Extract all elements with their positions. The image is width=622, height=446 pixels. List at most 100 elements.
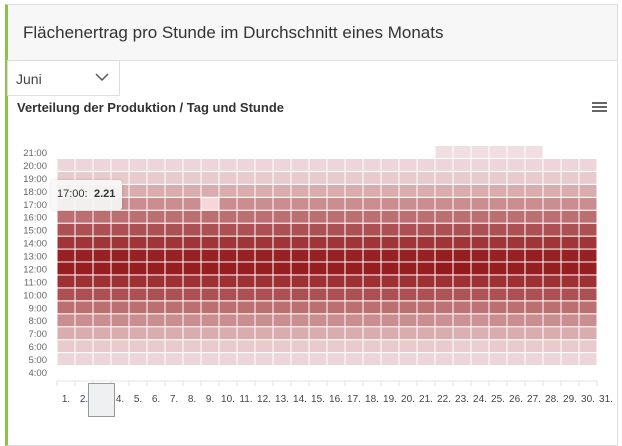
- heatmap-cell[interactable]: [128, 157, 148, 172]
- heatmap-cell[interactable]: [470, 313, 490, 328]
- heatmap-cell[interactable]: [524, 157, 544, 172]
- heatmap-cell[interactable]: [290, 326, 310, 341]
- heatmap-cell[interactable]: [254, 222, 274, 237]
- heatmap-cell[interactable]: [398, 339, 418, 354]
- heatmap-cell[interactable]: [218, 235, 238, 250]
- heatmap-cell[interactable]: [398, 196, 418, 211]
- heatmap-cell[interactable]: [92, 157, 112, 172]
- heatmap-cell[interactable]: [434, 274, 454, 289]
- heatmap-cell[interactable]: [164, 313, 184, 328]
- heatmap-cell[interactable]: [308, 313, 328, 328]
- heatmap-cell[interactable]: [344, 222, 364, 237]
- heatmap-cell[interactable]: [542, 235, 562, 250]
- heatmap-cell[interactable]: [110, 209, 130, 224]
- heatmap-cell[interactable]: [164, 170, 184, 185]
- heatmap-cell[interactable]: [272, 300, 292, 315]
- heatmap-cell[interactable]: [254, 326, 274, 341]
- heatmap-cell[interactable]: [218, 209, 238, 224]
- heatmap-cell[interactable]: [470, 183, 490, 198]
- heatmap-cell[interactable]: [524, 274, 544, 289]
- heatmap-cell[interactable]: [344, 209, 364, 224]
- heatmap-cell[interactable]: [326, 248, 346, 263]
- heatmap-cell[interactable]: [146, 287, 166, 302]
- heatmap-cell[interactable]: [74, 326, 94, 341]
- heatmap-cell[interactable]: [380, 326, 400, 341]
- heatmap-cell[interactable]: [434, 339, 454, 354]
- heatmap-cell[interactable]: [326, 300, 346, 315]
- heatmap-cell[interactable]: [560, 222, 580, 237]
- heatmap-cell[interactable]: [542, 339, 562, 354]
- heatmap-cell[interactable]: [470, 196, 490, 211]
- heatmap-cell[interactable]: [254, 300, 274, 315]
- heatmap-cell[interactable]: [182, 222, 202, 237]
- heatmap-cell[interactable]: [308, 261, 328, 276]
- heatmap-cell[interactable]: [470, 274, 490, 289]
- heatmap-cell[interactable]: [254, 170, 274, 185]
- heatmap-cell[interactable]: [344, 235, 364, 250]
- heatmap-cell[interactable]: [74, 261, 94, 276]
- heatmap-cell[interactable]: [56, 157, 76, 172]
- heatmap-cell[interactable]: [524, 248, 544, 263]
- heatmap-cell[interactable]: [200, 183, 220, 198]
- heatmap-cell[interactable]: [452, 145, 472, 159]
- heatmap-cell[interactable]: [56, 235, 76, 250]
- heatmap-cell[interactable]: [326, 183, 346, 198]
- heatmap-cell[interactable]: [524, 209, 544, 224]
- heatmap-cell[interactable]: [416, 222, 436, 237]
- heatmap-cell[interactable]: [488, 261, 508, 276]
- heatmap-cell[interactable]: [146, 170, 166, 185]
- heatmap-cell[interactable]: [128, 183, 148, 198]
- heatmap-cell[interactable]: [326, 196, 346, 211]
- heatmap-cell[interactable]: [92, 352, 112, 367]
- heatmap-cell[interactable]: [362, 339, 382, 354]
- heatmap-cell[interactable]: [488, 287, 508, 302]
- heatmap-cell[interactable]: [398, 248, 418, 263]
- heatmap-cell[interactable]: [308, 222, 328, 237]
- heatmap-cell[interactable]: [398, 222, 418, 237]
- heatmap-cell[interactable]: [254, 313, 274, 328]
- heatmap-cell[interactable]: [560, 170, 580, 185]
- heatmap-cell[interactable]: [110, 287, 130, 302]
- heatmap-cell[interactable]: [218, 274, 238, 289]
- heatmap-cell[interactable]: [398, 261, 418, 276]
- heatmap-cell[interactable]: [74, 274, 94, 289]
- heatmap-cell[interactable]: [254, 248, 274, 263]
- heatmap-cell[interactable]: [470, 339, 490, 354]
- heatmap-cell[interactable]: [56, 222, 76, 237]
- heatmap-cell[interactable]: [110, 274, 130, 289]
- heatmap-cell[interactable]: [452, 196, 472, 211]
- heatmap-cell[interactable]: [416, 326, 436, 341]
- heatmap-cell[interactable]: [524, 222, 544, 237]
- heatmap-cell[interactable]: [236, 313, 256, 328]
- heatmap-cell[interactable]: [452, 274, 472, 289]
- heatmap-cell[interactable]: [74, 209, 94, 224]
- heatmap-cell[interactable]: [146, 261, 166, 276]
- heatmap-cell[interactable]: [56, 287, 76, 302]
- heatmap-cell[interactable]: [344, 261, 364, 276]
- heatmap-cell[interactable]: [578, 313, 598, 328]
- heatmap-cell[interactable]: [290, 339, 310, 354]
- heatmap-cell[interactable]: [542, 248, 562, 263]
- heatmap-cell[interactable]: [488, 235, 508, 250]
- heatmap-cell[interactable]: [578, 326, 598, 341]
- heatmap-cell[interactable]: [524, 183, 544, 198]
- heatmap-cell[interactable]: [488, 313, 508, 328]
- heatmap-cell[interactable]: [290, 313, 310, 328]
- heatmap-cell[interactable]: [182, 196, 202, 211]
- heatmap-cell[interactable]: [578, 209, 598, 224]
- heatmap-cell[interactable]: [272, 235, 292, 250]
- heatmap-cell[interactable]: [290, 235, 310, 250]
- heatmap-cell[interactable]: [506, 196, 526, 211]
- heatmap-cell[interactable]: [164, 339, 184, 354]
- heatmap-cell[interactable]: [254, 235, 274, 250]
- heatmap-cell[interactable]: [218, 339, 238, 354]
- heatmap-cell[interactable]: [182, 235, 202, 250]
- heatmap-cell[interactable]: [434, 235, 454, 250]
- heatmap-cell[interactable]: [92, 248, 112, 263]
- heatmap-cell[interactable]: [254, 183, 274, 198]
- heatmap-cell[interactable]: [110, 222, 130, 237]
- heatmap-cell[interactable]: [236, 248, 256, 263]
- heatmap-cell[interactable]: [452, 261, 472, 276]
- heatmap-cell[interactable]: [200, 196, 220, 211]
- heatmap-cell[interactable]: [344, 248, 364, 263]
